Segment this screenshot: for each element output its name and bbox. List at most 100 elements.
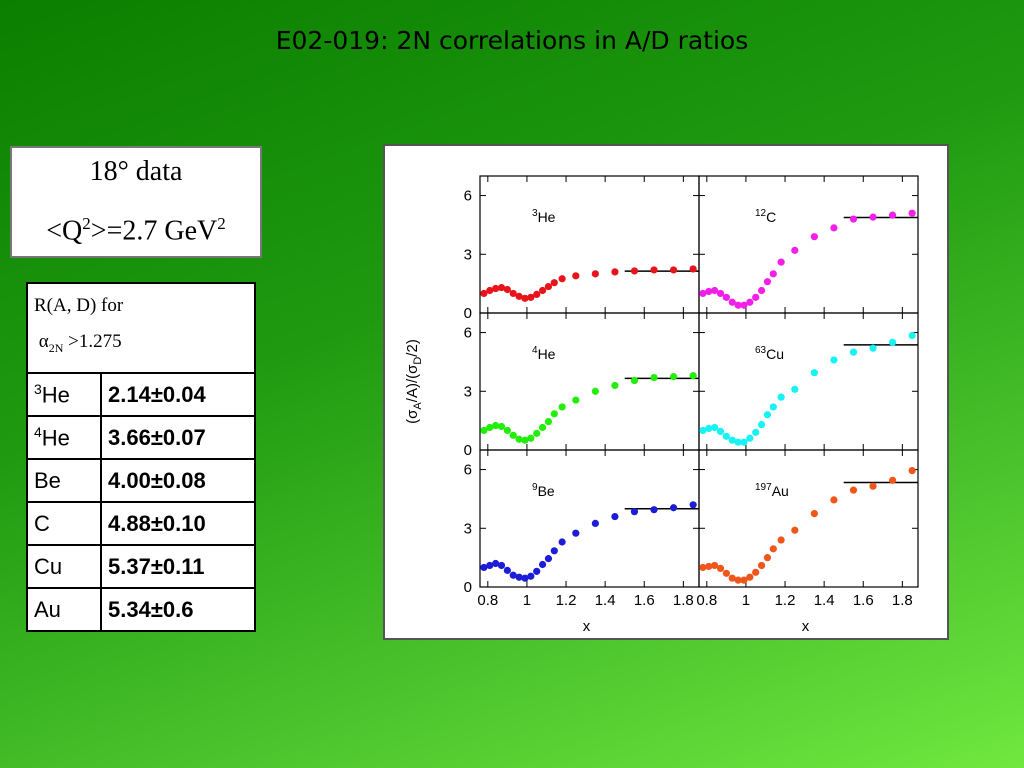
- data-point: [716, 427, 725, 436]
- y-tick-label: 0: [464, 442, 472, 459]
- data-point: [630, 508, 639, 516]
- x-tick-label: 1.6: [853, 592, 874, 609]
- data-point: [722, 432, 730, 440]
- data-point: [810, 510, 818, 518]
- data-point: [650, 266, 658, 274]
- ratio-value-cell: 3.66±0.07: [100, 415, 256, 460]
- data-point: [527, 434, 535, 442]
- panel-cu-63: 63Cu: [698, 312, 919, 451]
- data-point: [527, 293, 535, 301]
- data-point: [908, 209, 916, 217]
- q2-label: <Q2>=2.7 GeV2: [46, 214, 226, 247]
- y-tick-label: 3: [464, 383, 472, 400]
- data-point: [777, 393, 785, 401]
- data-point: [763, 278, 772, 286]
- panel-label: 63Cu: [755, 345, 784, 362]
- data-point: [869, 482, 877, 490]
- data-point: [810, 369, 818, 377]
- data-point: [791, 385, 799, 393]
- data-point: [746, 573, 754, 581]
- data-point: [689, 265, 697, 273]
- data-point: [888, 338, 897, 346]
- y-tick-label: 0: [464, 305, 472, 322]
- data-point: [728, 574, 736, 582]
- y-axis-label-part: D: [412, 357, 424, 365]
- data-point: [492, 421, 500, 430]
- data-point: [509, 431, 517, 439]
- data-point: [757, 420, 766, 429]
- data-point: [734, 438, 742, 446]
- data-point: [544, 282, 553, 291]
- nucleus-cell: Au: [26, 587, 102, 632]
- data-point: [558, 538, 566, 546]
- data-point: [763, 411, 772, 419]
- panel-frame: [698, 312, 919, 451]
- data-point: [705, 424, 713, 433]
- nucleus-cell: Cu: [26, 544, 102, 589]
- data-point: [728, 436, 736, 444]
- data-point: [752, 568, 760, 576]
- panel-au-197: 197Au: [698, 449, 919, 588]
- y-axis-label-part: (σ: [404, 409, 421, 424]
- mass-number: 3: [34, 380, 42, 397]
- data-point: [888, 211, 897, 219]
- data-point: [486, 561, 494, 570]
- data-point: [734, 301, 742, 309]
- data-point: [630, 376, 639, 385]
- x-axis-label: x: [802, 618, 810, 635]
- data-point: [763, 554, 772, 562]
- data-point: [830, 496, 838, 504]
- data-point: [591, 519, 599, 527]
- x-tick-label: 1: [742, 592, 750, 609]
- data-point: [791, 246, 799, 254]
- data-point: [611, 268, 619, 276]
- ratio-value-cell: 5.37±0.11: [100, 544, 256, 589]
- data-point: [769, 545, 777, 553]
- nucleus-cell: Be: [26, 458, 102, 503]
- data-point: [752, 293, 760, 301]
- data-point: [550, 547, 558, 555]
- data-point: [669, 266, 678, 274]
- data-point: [740, 301, 748, 309]
- data-point: [746, 298, 754, 306]
- panel-label: 197Au: [755, 482, 789, 499]
- y-tick-label: 6: [464, 325, 472, 342]
- data-point: [908, 331, 916, 340]
- data-point: [572, 529, 580, 537]
- data-point: [486, 423, 494, 432]
- data-point: [544, 418, 553, 426]
- data-point: [503, 426, 511, 435]
- data-point: [810, 233, 818, 241]
- data-point: [752, 428, 760, 436]
- data-point: [538, 286, 547, 295]
- panel-c-12: 12C: [698, 175, 919, 314]
- data-point: [572, 396, 580, 404]
- x-tick-label: 0.8: [696, 592, 717, 609]
- ratio-table: R(A, D) for α2N >1.275 3He 2.14±0.04 4He 3.…: [26, 282, 256, 632]
- ratio-table-row: 4He 3.66±0.07: [26, 415, 256, 460]
- data-point: [515, 292, 523, 300]
- x-tick-label: 1.8: [673, 592, 694, 609]
- data-point: [716, 289, 725, 298]
- data-point: [699, 563, 707, 572]
- ratio-table-row: Cu 5.37±0.11: [26, 544, 256, 589]
- data-point: [650, 506, 658, 514]
- ratio-table-row: Au 5.34±0.6: [26, 587, 256, 632]
- data-point: [869, 213, 877, 221]
- y-tick-label: 6: [464, 188, 472, 205]
- data-point: [699, 289, 707, 298]
- angle-label: 18° data: [89, 156, 183, 187]
- panel-frame: [479, 449, 700, 588]
- panel-label-name: He: [538, 346, 556, 362]
- y-tick-label: 3: [464, 246, 472, 263]
- data-point: [740, 438, 748, 446]
- x-axis-label: x: [583, 618, 591, 635]
- data-point: [497, 422, 506, 431]
- data-point: [480, 426, 488, 435]
- data-point: [777, 536, 785, 544]
- data-point: [611, 381, 619, 390]
- data-point: [558, 403, 566, 411]
- panel-label-sup: 12: [755, 208, 767, 219]
- ratio-chart: 3He 12C 4He 63Cu 9Be 197Au 0 3 6 0 3 6 0 3 6 0.8 1 1.2 1.4…: [383, 144, 949, 640]
- data-point: [791, 526, 799, 534]
